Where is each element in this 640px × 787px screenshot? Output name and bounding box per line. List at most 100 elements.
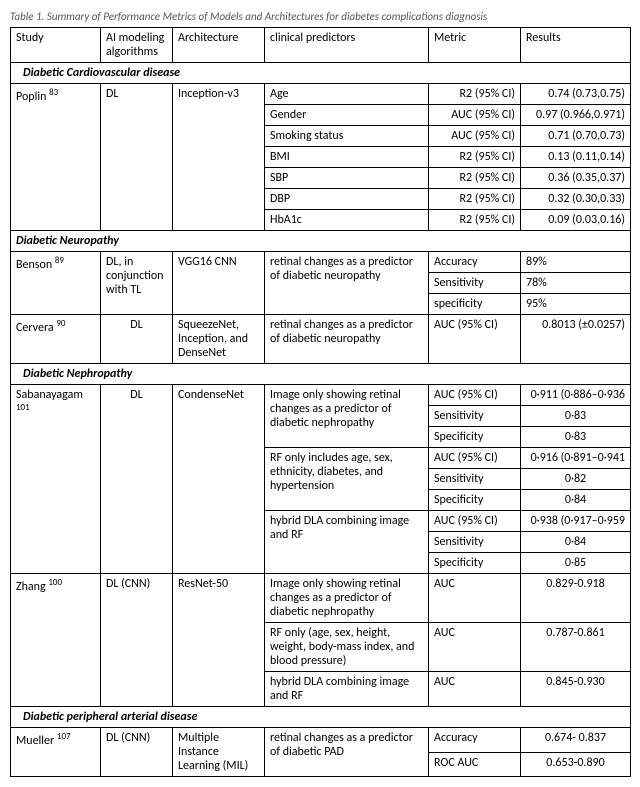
cell-result: 0·84 bbox=[521, 532, 631, 553]
cell-result: 0·938 (0·917–0·959 bbox=[521, 511, 631, 532]
cell-ai: DL bbox=[101, 315, 173, 364]
cell-metric: AUC (95% CI) bbox=[429, 448, 521, 469]
cell-clin: retinal changes as a predictor of diabet… bbox=[265, 315, 429, 364]
cell-metric: Specificity bbox=[429, 490, 521, 511]
section-nephro: Diabetic Nephropathy bbox=[11, 364, 631, 385]
summary-table: Study AI modeling algorithms Architectur… bbox=[10, 27, 631, 777]
cell-result: 0.97 (0.966,0.971) bbox=[521, 105, 631, 126]
col-arch: Architecture bbox=[173, 28, 265, 63]
table-header-row: Study AI modeling algorithms Architectur… bbox=[11, 28, 631, 63]
cell-arch: CondenseNet bbox=[173, 385, 265, 574]
cell-result: 0.8013 (±0.0257) bbox=[521, 315, 631, 364]
cell-metric: Sensitivity bbox=[429, 532, 521, 553]
cell-ai: DL bbox=[101, 84, 173, 231]
cell-metric: Accuracy bbox=[429, 728, 521, 753]
cell-study: Cervera 90 bbox=[11, 315, 101, 364]
cell-study: Zhang 100 bbox=[11, 574, 101, 707]
table-row: Benson 89 DL, in conjunction with TL VGG… bbox=[11, 252, 631, 273]
cell-metric: R2 (95% CI) bbox=[429, 84, 521, 105]
cell-result: 0·83 bbox=[521, 406, 631, 427]
cell-metric: AUC (95% CI) bbox=[429, 315, 521, 364]
cell-clin: Smoking status bbox=[265, 126, 429, 147]
cell-clin: retinal changes as a predictor of diabet… bbox=[265, 728, 429, 777]
cell-result: 0.09 (0.03,0.16) bbox=[521, 210, 631, 231]
cell-metric: AUC (95% CI) bbox=[429, 126, 521, 147]
cell-clin: Gender bbox=[265, 105, 429, 126]
cell-metric: specificity bbox=[429, 294, 521, 315]
cell-metric: AUC (95% CI) bbox=[429, 511, 521, 532]
cell-result: 0.845-0.930 bbox=[521, 672, 631, 707]
cell-metric: AUC bbox=[429, 623, 521, 672]
table-row: Sabanayagam 101 DL CondenseNet Image onl… bbox=[11, 385, 631, 406]
section-cardio: Diabetic Cardiovascular disease bbox=[11, 63, 631, 84]
cell-arch: SqueezeNet, Inception, and DenseNet bbox=[173, 315, 265, 364]
cell-result: 89% bbox=[521, 252, 631, 273]
section-neuro: Diabetic Neuropathy bbox=[11, 231, 631, 252]
cell-study: Benson 89 bbox=[11, 252, 101, 315]
cell-clin: Image only showing retinal changes as a … bbox=[265, 574, 429, 623]
cell-metric: Specificity bbox=[429, 427, 521, 448]
section-pad: Diabetic peripheral arterial disease bbox=[11, 707, 631, 728]
cell-result: 95% bbox=[521, 294, 631, 315]
col-clin: clinical predictors bbox=[265, 28, 429, 63]
cell-metric: Specificity bbox=[429, 553, 521, 574]
cell-result: 78% bbox=[521, 273, 631, 294]
cell-result: 0·916 (0·891–0·941 bbox=[521, 448, 631, 469]
cell-result: 0.787-0.861 bbox=[521, 623, 631, 672]
col-results: Results bbox=[521, 28, 631, 63]
cell-metric: AUC bbox=[429, 672, 521, 707]
section-label: Diabetic Nephropathy bbox=[11, 364, 631, 385]
col-study: Study bbox=[11, 28, 101, 63]
cell-metric: Sensitivity bbox=[429, 273, 521, 294]
table-row: Mueller 107 DL (CNN) Multiple Instance L… bbox=[11, 728, 631, 753]
cell-metric: Sensitivity bbox=[429, 406, 521, 427]
cell-metric: Sensitivity bbox=[429, 469, 521, 490]
col-ai: AI modeling algorithms bbox=[101, 28, 173, 63]
cell-clin: hybrid DLA combining image and RF bbox=[265, 672, 429, 707]
section-label: Diabetic peripheral arterial disease bbox=[11, 707, 631, 728]
cell-clin: DBP bbox=[265, 189, 429, 210]
cell-ai: DL, in conjunction with TL bbox=[101, 252, 173, 315]
cell-arch: VGG16 CNN bbox=[173, 252, 265, 315]
cell-ai: DL (CNN) bbox=[101, 574, 173, 707]
cell-clin: RF only (age, sex, height, weight, body-… bbox=[265, 623, 429, 672]
cell-result: 0·82 bbox=[521, 469, 631, 490]
table-caption: Table 1. Summary of Performance Metrics … bbox=[10, 10, 630, 23]
col-metric: Metric bbox=[429, 28, 521, 63]
cell-ai: DL (CNN) bbox=[101, 728, 173, 777]
cell-metric: AUC bbox=[429, 574, 521, 623]
cell-metric: Accuracy bbox=[429, 252, 521, 273]
cell-result: 0.829-0.918 bbox=[521, 574, 631, 623]
cell-metric: R2 (95% CI) bbox=[429, 147, 521, 168]
cell-result: 0.32 (0.30,0.33) bbox=[521, 189, 631, 210]
cell-clin: BMI bbox=[265, 147, 429, 168]
cell-clin: hybrid DLA combining image and RF bbox=[265, 511, 429, 574]
cell-result: 0·911 (0·886–0·936 bbox=[521, 385, 631, 406]
cell-clin: Image only showing retinal changes as a … bbox=[265, 385, 429, 448]
table-row: Poplin 83 DL Inception-v3 Age R2 (95% CI… bbox=[11, 84, 631, 105]
cell-result: 0.13 (0.11,0.14) bbox=[521, 147, 631, 168]
cell-study: Mueller 107 bbox=[11, 728, 101, 777]
cell-arch: Inception-v3 bbox=[173, 84, 265, 231]
cell-clin: RF only includes age, sex, ethnicity, di… bbox=[265, 448, 429, 511]
section-label: Diabetic Neuropathy bbox=[11, 231, 631, 252]
cell-arch: ResNet-50 bbox=[173, 574, 265, 707]
cell-metric: AUC (95% CI) bbox=[429, 385, 521, 406]
cell-result: 0.71 (0.70,0.73) bbox=[521, 126, 631, 147]
cell-result: 0.653-0.890 bbox=[521, 752, 631, 777]
cell-study: Poplin 83 bbox=[11, 84, 101, 231]
cell-result: 0.36 (0.35,0.37) bbox=[521, 168, 631, 189]
cell-clin: retinal changes as a predictor of diabet… bbox=[265, 252, 429, 315]
cell-result: 0·83 bbox=[521, 427, 631, 448]
cell-result: 0.74 (0.73,0.75) bbox=[521, 84, 631, 105]
section-label: Diabetic Cardiovascular disease bbox=[11, 63, 631, 84]
cell-study: Sabanayagam 101 bbox=[11, 385, 101, 574]
cell-metric: R2 (95% CI) bbox=[429, 189, 521, 210]
cell-metric: R2 (95% CI) bbox=[429, 168, 521, 189]
cell-clin: HbA1c bbox=[265, 210, 429, 231]
cell-clin: Age bbox=[265, 84, 429, 105]
cell-clin: SBP bbox=[265, 168, 429, 189]
table-row: Zhang 100 DL (CNN) ResNet-50 Image only … bbox=[11, 574, 631, 623]
cell-metric: AUC (95% CI) bbox=[429, 105, 521, 126]
cell-metric: ROC AUC bbox=[429, 752, 521, 777]
